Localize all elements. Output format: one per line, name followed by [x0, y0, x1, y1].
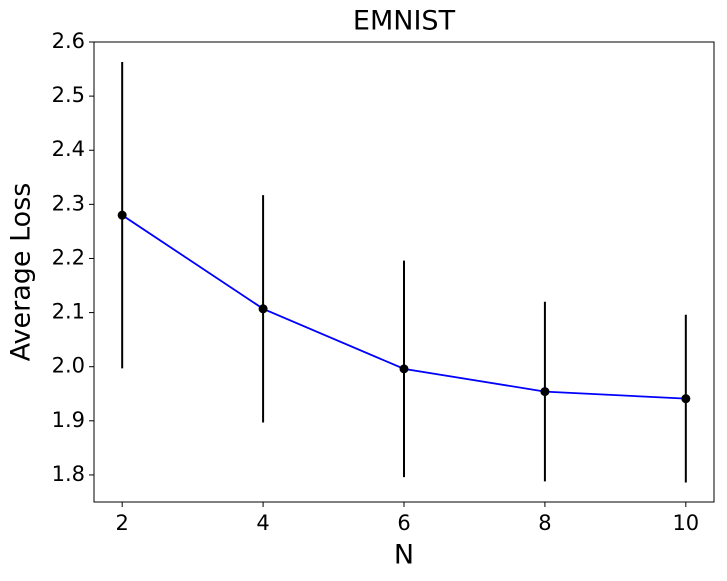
y-tick-label: 2.0	[52, 354, 85, 378]
point	[258, 304, 268, 314]
point	[681, 394, 691, 404]
x-tick-label: 8	[538, 511, 551, 535]
y-tick-label: 2.3	[52, 191, 85, 215]
chart-title: EMNIST	[353, 6, 456, 37]
y-tick-label: 2.6	[52, 29, 85, 53]
x-tick-label: 10	[672, 511, 699, 535]
y-tick-label: 2.5	[52, 83, 85, 107]
point	[540, 387, 550, 397]
x-tick-label: 2	[115, 511, 128, 535]
y-axis-label: Average Loss	[6, 183, 37, 362]
y-tick-label: 1.9	[52, 408, 85, 432]
y-tick-label: 2.4	[52, 137, 85, 161]
point	[399, 364, 409, 374]
x-tick-label: 6	[397, 511, 410, 535]
y-tick-label: 2.1	[52, 300, 85, 324]
point	[117, 210, 127, 220]
x-tick-label: 4	[256, 511, 269, 535]
y-tick-label: 1.8	[52, 462, 85, 486]
x-axis-label: N	[394, 540, 414, 571]
y-tick-label: 2.2	[52, 245, 85, 269]
